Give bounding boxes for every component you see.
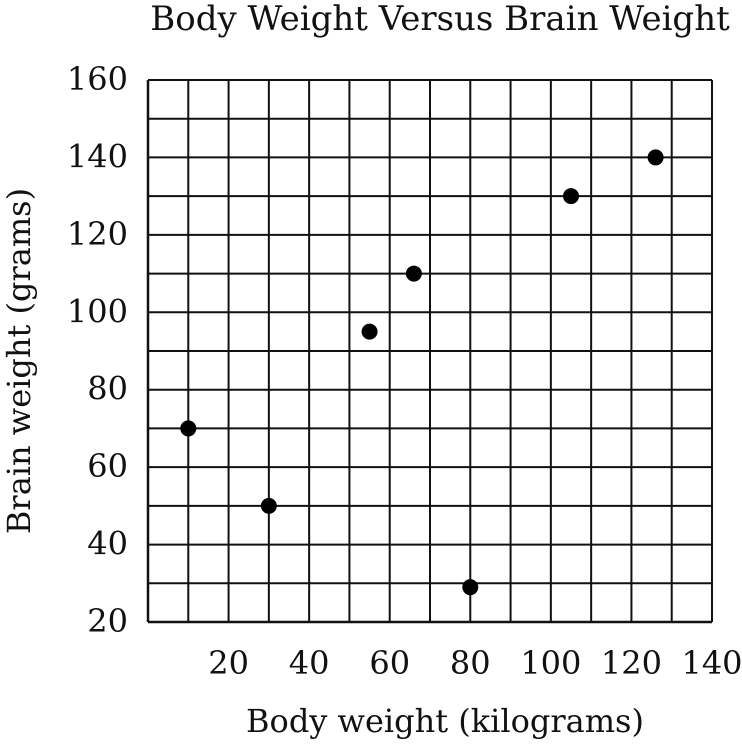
x-tick-label: 80 <box>450 644 491 682</box>
grid <box>148 79 713 622</box>
x-tick-label: 120 <box>601 644 662 682</box>
chart-title: Body Weight Versus Brain Weight <box>150 0 730 39</box>
x-tick-labels: 20 40 60 80 100 120 140 <box>208 644 742 682</box>
y-tick-label: 100 <box>67 292 128 330</box>
x-tick-label: 100 <box>520 644 581 682</box>
axes <box>146 80 712 624</box>
data-point <box>260 497 277 514</box>
x-tick-label: 140 <box>681 644 742 682</box>
x-tick-label: 40 <box>289 644 330 682</box>
data-point <box>361 323 378 340</box>
y-axis-title: Brain weight (grams) <box>0 188 38 534</box>
data-point <box>405 265 422 282</box>
data-point <box>647 149 664 166</box>
data-point <box>462 579 479 596</box>
data-point <box>563 188 579 205</box>
y-tick-label: 160 <box>67 60 128 98</box>
y-tick-label: 80 <box>87 370 128 408</box>
y-tick-label: 40 <box>87 525 128 563</box>
y-tick-label: 120 <box>67 215 128 253</box>
y-tick-label: 60 <box>87 447 128 485</box>
x-tick-label: 20 <box>208 644 249 682</box>
data-point <box>180 420 197 437</box>
y-tick-label: 20 <box>87 602 128 640</box>
x-axis-title: Body weight (kilograms) <box>246 702 644 740</box>
x-tick-label: 60 <box>369 644 410 682</box>
y-tick-labels: 20 40 60 80 100 120 140 160 <box>67 60 128 640</box>
data-points <box>180 149 664 596</box>
y-tick-label: 140 <box>67 137 128 175</box>
